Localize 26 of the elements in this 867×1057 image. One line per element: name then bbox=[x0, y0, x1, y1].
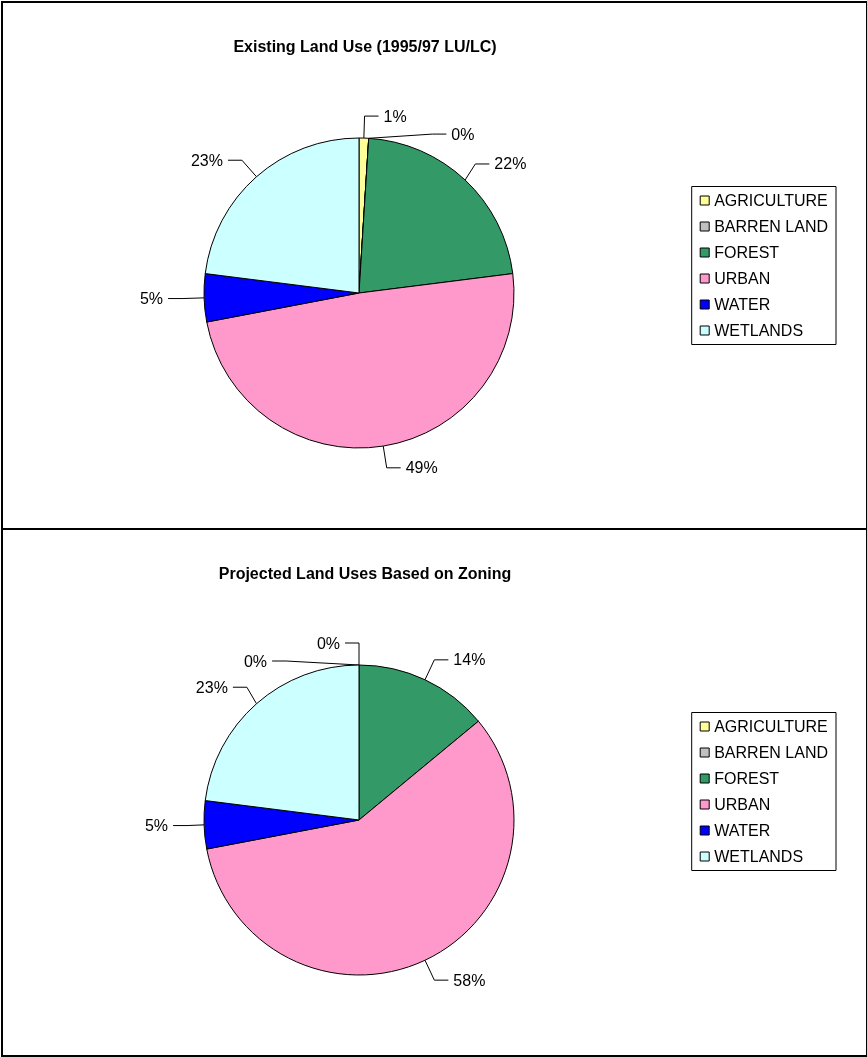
data-label: 23% bbox=[195, 678, 228, 696]
legend-label: BARREN LAND bbox=[714, 744, 829, 761]
legend-label: AGRICULTURE bbox=[714, 192, 828, 209]
legend-label: FOREST bbox=[714, 244, 780, 261]
legend-label: WETLANDS bbox=[714, 848, 804, 865]
data-label: 5% bbox=[144, 817, 169, 835]
data-label: 22% bbox=[494, 155, 527, 173]
data-label: 58% bbox=[453, 971, 486, 989]
data-label: 23% bbox=[190, 151, 223, 169]
data-label: 1% bbox=[383, 107, 407, 125]
legend-label: WATER bbox=[714, 822, 771, 839]
data-label: 49% bbox=[405, 459, 438, 477]
legend-label: URBAN bbox=[714, 270, 771, 287]
text: 0% bbox=[316, 634, 340, 652]
chart-title: Projected Land Uses Based on Zoning bbox=[218, 564, 512, 582]
legend-label: WATER bbox=[714, 296, 771, 313]
text: 0% bbox=[243, 652, 268, 670]
legend-label: URBAN bbox=[714, 796, 771, 813]
legend-label: BARREN LAND bbox=[714, 218, 829, 235]
data-label: 14% bbox=[453, 651, 486, 669]
legend-label: FOREST bbox=[714, 770, 780, 787]
legend-label: WETLANDS bbox=[714, 322, 804, 339]
chart-title: Existing Land Use (1995/97 LU/LC) bbox=[233, 37, 497, 55]
legend-label: AGRICULTURE bbox=[714, 718, 828, 735]
data-label: 5% bbox=[139, 290, 164, 308]
text: 0% bbox=[451, 125, 475, 143]
